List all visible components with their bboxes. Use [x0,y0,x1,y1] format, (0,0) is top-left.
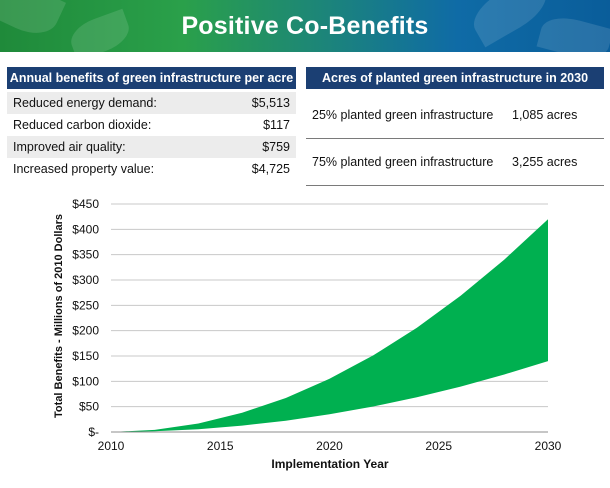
y-tick-label: $200 [72,324,99,338]
table-row: 75% planted green infrastructure 3,255 a… [306,139,604,186]
y-tick-label: $50 [79,400,99,414]
x-tick-label: 2030 [535,439,562,453]
benefits-table-header: Annual benefits of green infrastructure … [7,67,296,89]
y-tick-label: $250 [72,298,99,312]
table-row: Reduced energy demand: $5,513 [7,92,296,114]
benefits-area-chart: $- $50 $100 $150 $200 $250 $300 $350 $400 $450 20… [53,197,562,471]
y-tick-label: $- [88,425,99,439]
y-tick-label: $100 [72,374,99,388]
table-row: Improved air quality: $759 [7,136,296,158]
row-value: 3,255 acres [512,155,578,169]
table-row: Increased property value: $4,725 [7,158,296,180]
x-tick-label: 2020 [316,439,343,453]
row-value: $759 [262,140,290,154]
y-tick-label: $150 [72,349,99,363]
acres-table-header: Acres of planted green infrastructure in… [306,67,604,89]
row-label: 25% planted green infrastructure [312,108,494,122]
chart-grid [111,203,548,408]
y-axis-ticks: $- $50 $100 $150 $200 $250 $300 $350 $400 $450 [72,197,99,439]
acres-table: 25% planted green infrastructure 1,085 a… [306,92,604,186]
title-banner: Positive Co-Benefits [0,0,610,52]
row-value: 1,085 acres [512,108,578,122]
table-row: 25% planted green infrastructure 1,085 a… [306,92,604,139]
row-value: $4,725 [251,162,290,176]
benefits-table: Reduced energy demand: $5,513 Reduced ca… [7,92,296,180]
y-axis-label: Total Benefits - Millions of 2010 Dollar… [53,214,65,418]
row-label: 75% planted green infrastructure [312,155,494,169]
x-tick-label: 2025 [425,439,452,453]
y-tick-label: $450 [72,197,99,211]
x-axis-label: Implementation Year [271,457,388,471]
row-value: $117 [263,118,290,132]
row-label: Improved air quality: [13,140,126,154]
x-axis-ticks: 2010 2015 2020 2025 2030 [98,439,562,453]
row-label: Reduced energy demand: [13,96,157,110]
row-label: Reduced carbon dioxide: [13,118,152,132]
x-tick-label: 2015 [207,439,234,453]
table-row: Reduced carbon dioxide: $117 [7,114,296,136]
page-title: Positive Co-Benefits [181,12,429,40]
y-tick-label: $300 [72,273,99,287]
row-label: Increased property value: [13,162,155,176]
row-value: $5,513 [251,96,290,110]
y-tick-label: $400 [72,222,99,236]
benefits-range-area [111,219,548,432]
y-tick-label: $350 [72,248,99,262]
x-tick-label: 2010 [98,439,125,453]
